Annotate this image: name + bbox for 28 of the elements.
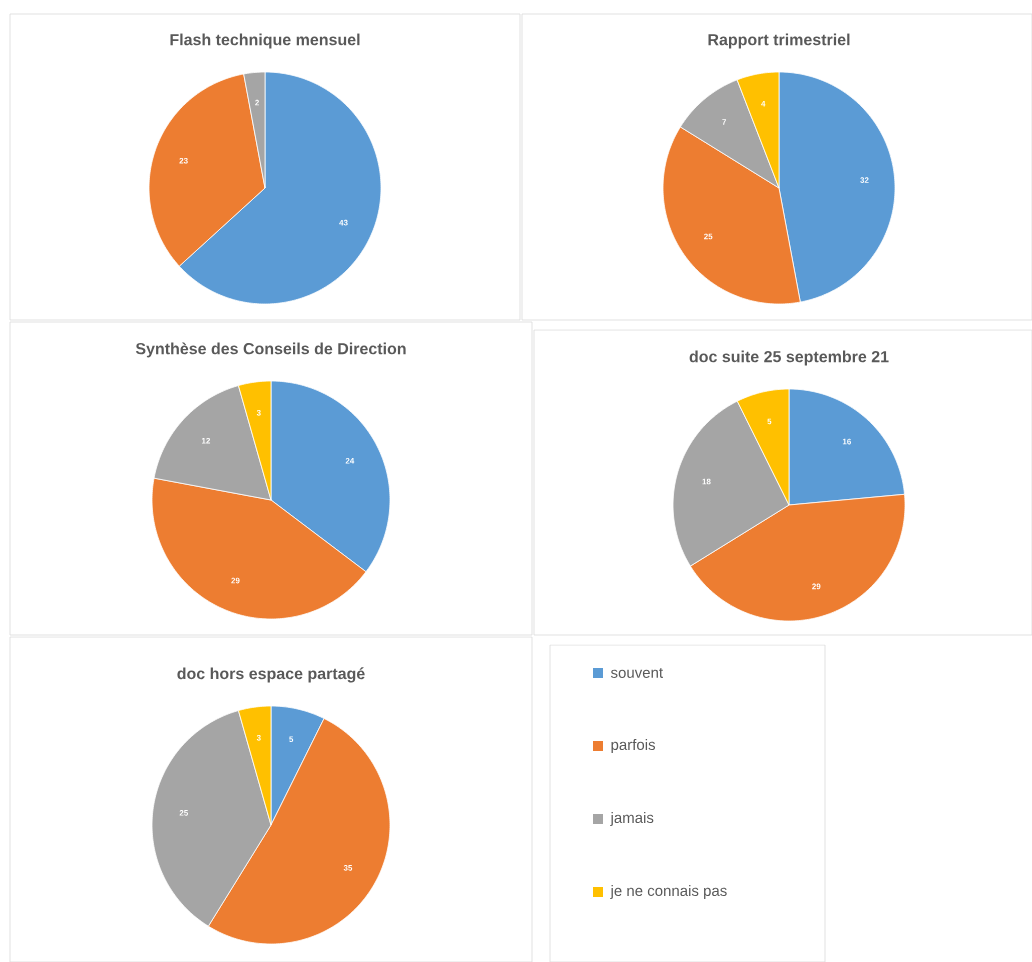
chart-title: Flash technique mensuel: [170, 33, 360, 49]
data-label: 3: [256, 409, 261, 416]
data-label: 29: [812, 583, 821, 590]
chart-title: Synthèse des Conseils de Direction: [135, 342, 406, 358]
data-label: 43: [339, 219, 348, 226]
legend-label: souvent: [610, 668, 663, 678]
legend-label: parfois: [611, 739, 656, 753]
data-label: 18: [702, 478, 711, 485]
chart-title: Rapport trimestriel: [708, 33, 850, 49]
data-label: 24: [345, 457, 355, 464]
data-label: 2: [255, 99, 259, 106]
data-label: 25: [179, 810, 189, 816]
data-label: 5: [289, 736, 294, 743]
data-label: 4: [761, 100, 766, 107]
data-label: 12: [201, 437, 211, 444]
legend-label: je ne connais pas: [610, 885, 727, 899]
data-label: 16: [842, 438, 851, 445]
data-label: 25: [704, 233, 713, 240]
data-label: 5: [767, 418, 772, 425]
data-label: 7: [722, 119, 727, 125]
data-label: 3: [256, 734, 261, 741]
legend-label: jamais: [610, 812, 654, 826]
text: doc hors espace partagé: [177, 667, 365, 683]
data-label: 35: [343, 865, 353, 871]
data-label: 23: [179, 157, 188, 164]
data-label: 29: [231, 577, 240, 584]
data-label: 32: [860, 177, 869, 183]
chart-title: doc suite 25 septembre 21: [689, 350, 889, 366]
